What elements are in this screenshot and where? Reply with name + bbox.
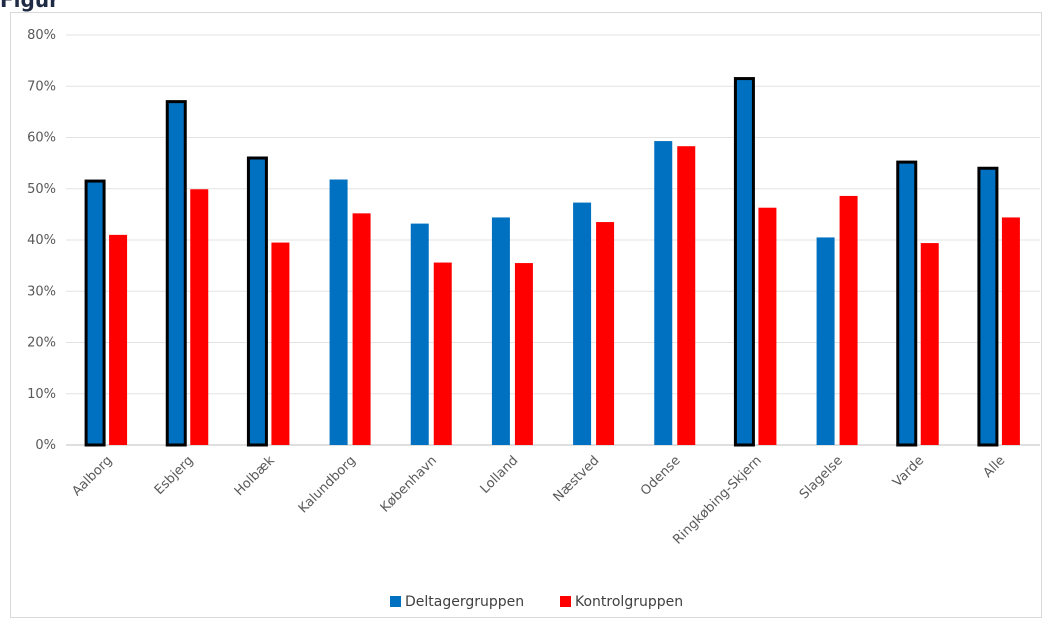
- x-tick-label: Lolland: [478, 453, 522, 497]
- bar-deltagergruppen: [654, 141, 673, 445]
- y-tick-label: 80%: [27, 28, 56, 43]
- bar-kontrolgruppen: [596, 222, 615, 445]
- bar-deltagergruppen: [573, 202, 592, 445]
- legend-swatch: [560, 596, 571, 607]
- bar-deltagergruppen: [329, 179, 348, 445]
- x-tick-label: Alle: [981, 453, 1009, 481]
- y-tick-label: 60%: [27, 131, 56, 146]
- bar-kontrolgruppen: [514, 263, 533, 445]
- x-tick-label: Holbæk: [232, 453, 278, 499]
- bar-kontrolgruppen: [920, 243, 939, 445]
- x-axis: Aalborg Esbjerg Holbæk Kalundborg København L…: [69, 453, 1008, 548]
- x-tick-label: Odense: [638, 453, 684, 499]
- bar-deltagergruppen: [733, 77, 755, 447]
- x-tick-label: Ringkøbing-Skjern: [670, 453, 764, 547]
- bar-deltagergruppen: [816, 237, 835, 445]
- bar-kontrolgruppen: [677, 146, 696, 445]
- bars: [84, 77, 1020, 447]
- x-tick-label: Aalborg: [69, 453, 115, 499]
- y-axis: 0% 10% 20% 30% 40% 50% 60% 70% 80%: [27, 28, 56, 453]
- x-tick-label: Varde: [890, 453, 927, 490]
- chart-title-strip: Figur: [0, 0, 1052, 12]
- x-tick-label: Næstved: [551, 453, 603, 505]
- legend: Deltagergruppen Kontrolgruppen: [390, 594, 683, 610]
- x-tick-label: Kalundborg: [296, 453, 359, 516]
- x-tick-label: København: [378, 453, 440, 515]
- bar-kontrolgruppen: [758, 207, 777, 445]
- bar-deltagergruppen: [165, 100, 187, 447]
- bar-deltagergruppen: [977, 166, 999, 447]
- bar-kontrolgruppen: [352, 213, 371, 445]
- legend-label: Kontrolgruppen: [575, 594, 683, 610]
- bar-deltagergruppen: [410, 223, 429, 445]
- bar-kontrolgruppen: [1001, 217, 1020, 445]
- bar-deltagergruppen: [246, 156, 268, 447]
- y-tick-label: 70%: [27, 79, 56, 94]
- gridlines: [66, 34, 1040, 446]
- y-tick-label: 50%: [27, 182, 56, 197]
- y-tick-label: 40%: [27, 233, 56, 248]
- legend-label: Deltagergruppen: [405, 594, 524, 610]
- x-tick-label: Slagelse: [797, 453, 846, 502]
- bar-kontrolgruppen: [839, 195, 858, 445]
- bar-deltagergruppen: [491, 217, 510, 445]
- bar-kontrolgruppen: [271, 242, 290, 445]
- bar-kontrolgruppen: [109, 234, 128, 445]
- bar-kontrolgruppen: [433, 262, 452, 445]
- chart-title: Figur: [0, 0, 59, 12]
- legend-swatch: [390, 596, 401, 607]
- bar-deltagergruppen: [896, 160, 918, 447]
- y-tick-label: 10%: [27, 387, 56, 402]
- y-tick-label: 0%: [35, 438, 56, 453]
- bar-kontrolgruppen: [190, 189, 209, 445]
- bar-deltagergruppen: [84, 179, 106, 447]
- y-tick-label: 20%: [27, 336, 56, 351]
- x-tick-label: Esbjerg: [152, 453, 197, 498]
- y-tick-label: 30%: [27, 284, 56, 299]
